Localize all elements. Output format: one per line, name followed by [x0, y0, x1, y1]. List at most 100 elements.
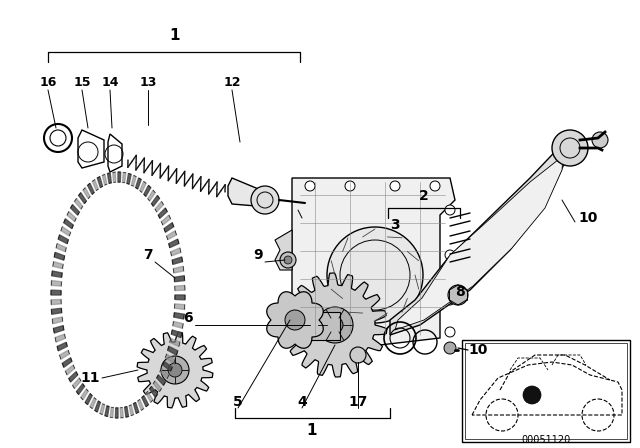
Polygon shape — [70, 205, 79, 215]
Text: 12: 12 — [223, 76, 241, 89]
Circle shape — [285, 310, 305, 330]
Polygon shape — [267, 292, 323, 348]
Text: 15: 15 — [73, 76, 91, 89]
Polygon shape — [53, 262, 63, 269]
Polygon shape — [95, 401, 100, 412]
Polygon shape — [54, 326, 64, 333]
Text: 3: 3 — [390, 218, 399, 232]
Circle shape — [445, 295, 455, 305]
Text: 2: 2 — [419, 189, 429, 203]
Polygon shape — [157, 375, 165, 385]
Polygon shape — [51, 299, 61, 305]
Polygon shape — [110, 407, 113, 418]
Polygon shape — [72, 378, 81, 388]
Polygon shape — [115, 408, 118, 418]
Polygon shape — [60, 350, 69, 359]
Polygon shape — [175, 304, 185, 310]
Polygon shape — [65, 365, 75, 375]
Polygon shape — [171, 248, 181, 256]
Polygon shape — [148, 190, 156, 201]
Text: 7: 7 — [143, 248, 153, 262]
Polygon shape — [100, 404, 105, 414]
Circle shape — [350, 347, 366, 363]
Text: 9: 9 — [253, 248, 263, 262]
Polygon shape — [169, 239, 179, 248]
Polygon shape — [175, 295, 185, 300]
Polygon shape — [144, 185, 151, 196]
Polygon shape — [52, 271, 62, 277]
Text: 5: 5 — [233, 395, 243, 409]
Polygon shape — [81, 389, 88, 400]
Text: 13: 13 — [140, 76, 157, 89]
Text: 10: 10 — [468, 343, 488, 357]
Polygon shape — [152, 195, 159, 206]
Polygon shape — [57, 342, 67, 351]
Polygon shape — [125, 407, 129, 417]
Polygon shape — [51, 308, 61, 314]
Circle shape — [280, 252, 296, 268]
Polygon shape — [131, 176, 136, 186]
Polygon shape — [51, 290, 61, 295]
Circle shape — [445, 327, 455, 337]
Polygon shape — [62, 358, 72, 367]
Polygon shape — [390, 138, 572, 335]
Circle shape — [297, 196, 313, 212]
Polygon shape — [134, 402, 139, 414]
Circle shape — [168, 363, 182, 377]
Circle shape — [552, 130, 588, 166]
Polygon shape — [85, 394, 92, 405]
Polygon shape — [173, 321, 183, 328]
Polygon shape — [168, 346, 178, 355]
Text: 8: 8 — [455, 285, 465, 299]
Polygon shape — [165, 354, 175, 363]
Polygon shape — [142, 396, 148, 407]
Polygon shape — [154, 381, 161, 392]
Polygon shape — [97, 177, 102, 188]
Circle shape — [327, 227, 423, 323]
Bar — [462, 340, 630, 442]
Polygon shape — [77, 384, 84, 395]
Polygon shape — [163, 362, 172, 371]
Circle shape — [305, 181, 315, 191]
Circle shape — [430, 181, 440, 191]
Polygon shape — [166, 231, 177, 240]
Polygon shape — [283, 273, 387, 377]
Circle shape — [251, 186, 279, 214]
Polygon shape — [136, 178, 141, 189]
Polygon shape — [61, 227, 70, 236]
Polygon shape — [67, 211, 76, 222]
Text: 4: 4 — [297, 395, 307, 409]
Polygon shape — [102, 174, 107, 185]
Polygon shape — [113, 172, 116, 182]
Text: 1: 1 — [170, 27, 180, 43]
Circle shape — [327, 317, 343, 333]
Polygon shape — [160, 368, 169, 379]
Circle shape — [284, 256, 292, 264]
Polygon shape — [83, 188, 90, 198]
Polygon shape — [58, 235, 68, 244]
Polygon shape — [170, 338, 180, 346]
Circle shape — [390, 181, 400, 191]
Text: 16: 16 — [39, 76, 57, 89]
Polygon shape — [138, 400, 143, 410]
Polygon shape — [88, 183, 94, 194]
Polygon shape — [300, 312, 340, 340]
Polygon shape — [51, 280, 61, 286]
Polygon shape — [172, 330, 182, 338]
Circle shape — [592, 132, 608, 148]
Polygon shape — [74, 198, 83, 209]
Polygon shape — [174, 313, 184, 319]
Polygon shape — [228, 178, 268, 207]
Polygon shape — [105, 406, 109, 417]
Text: 6: 6 — [183, 311, 193, 325]
Polygon shape — [64, 219, 73, 228]
Polygon shape — [108, 173, 111, 183]
Bar — [465, 343, 627, 439]
Polygon shape — [173, 266, 184, 273]
Polygon shape — [122, 172, 126, 183]
Polygon shape — [55, 334, 65, 342]
Polygon shape — [120, 408, 124, 418]
Polygon shape — [69, 372, 77, 382]
Circle shape — [445, 250, 455, 260]
Text: 1: 1 — [307, 422, 317, 438]
